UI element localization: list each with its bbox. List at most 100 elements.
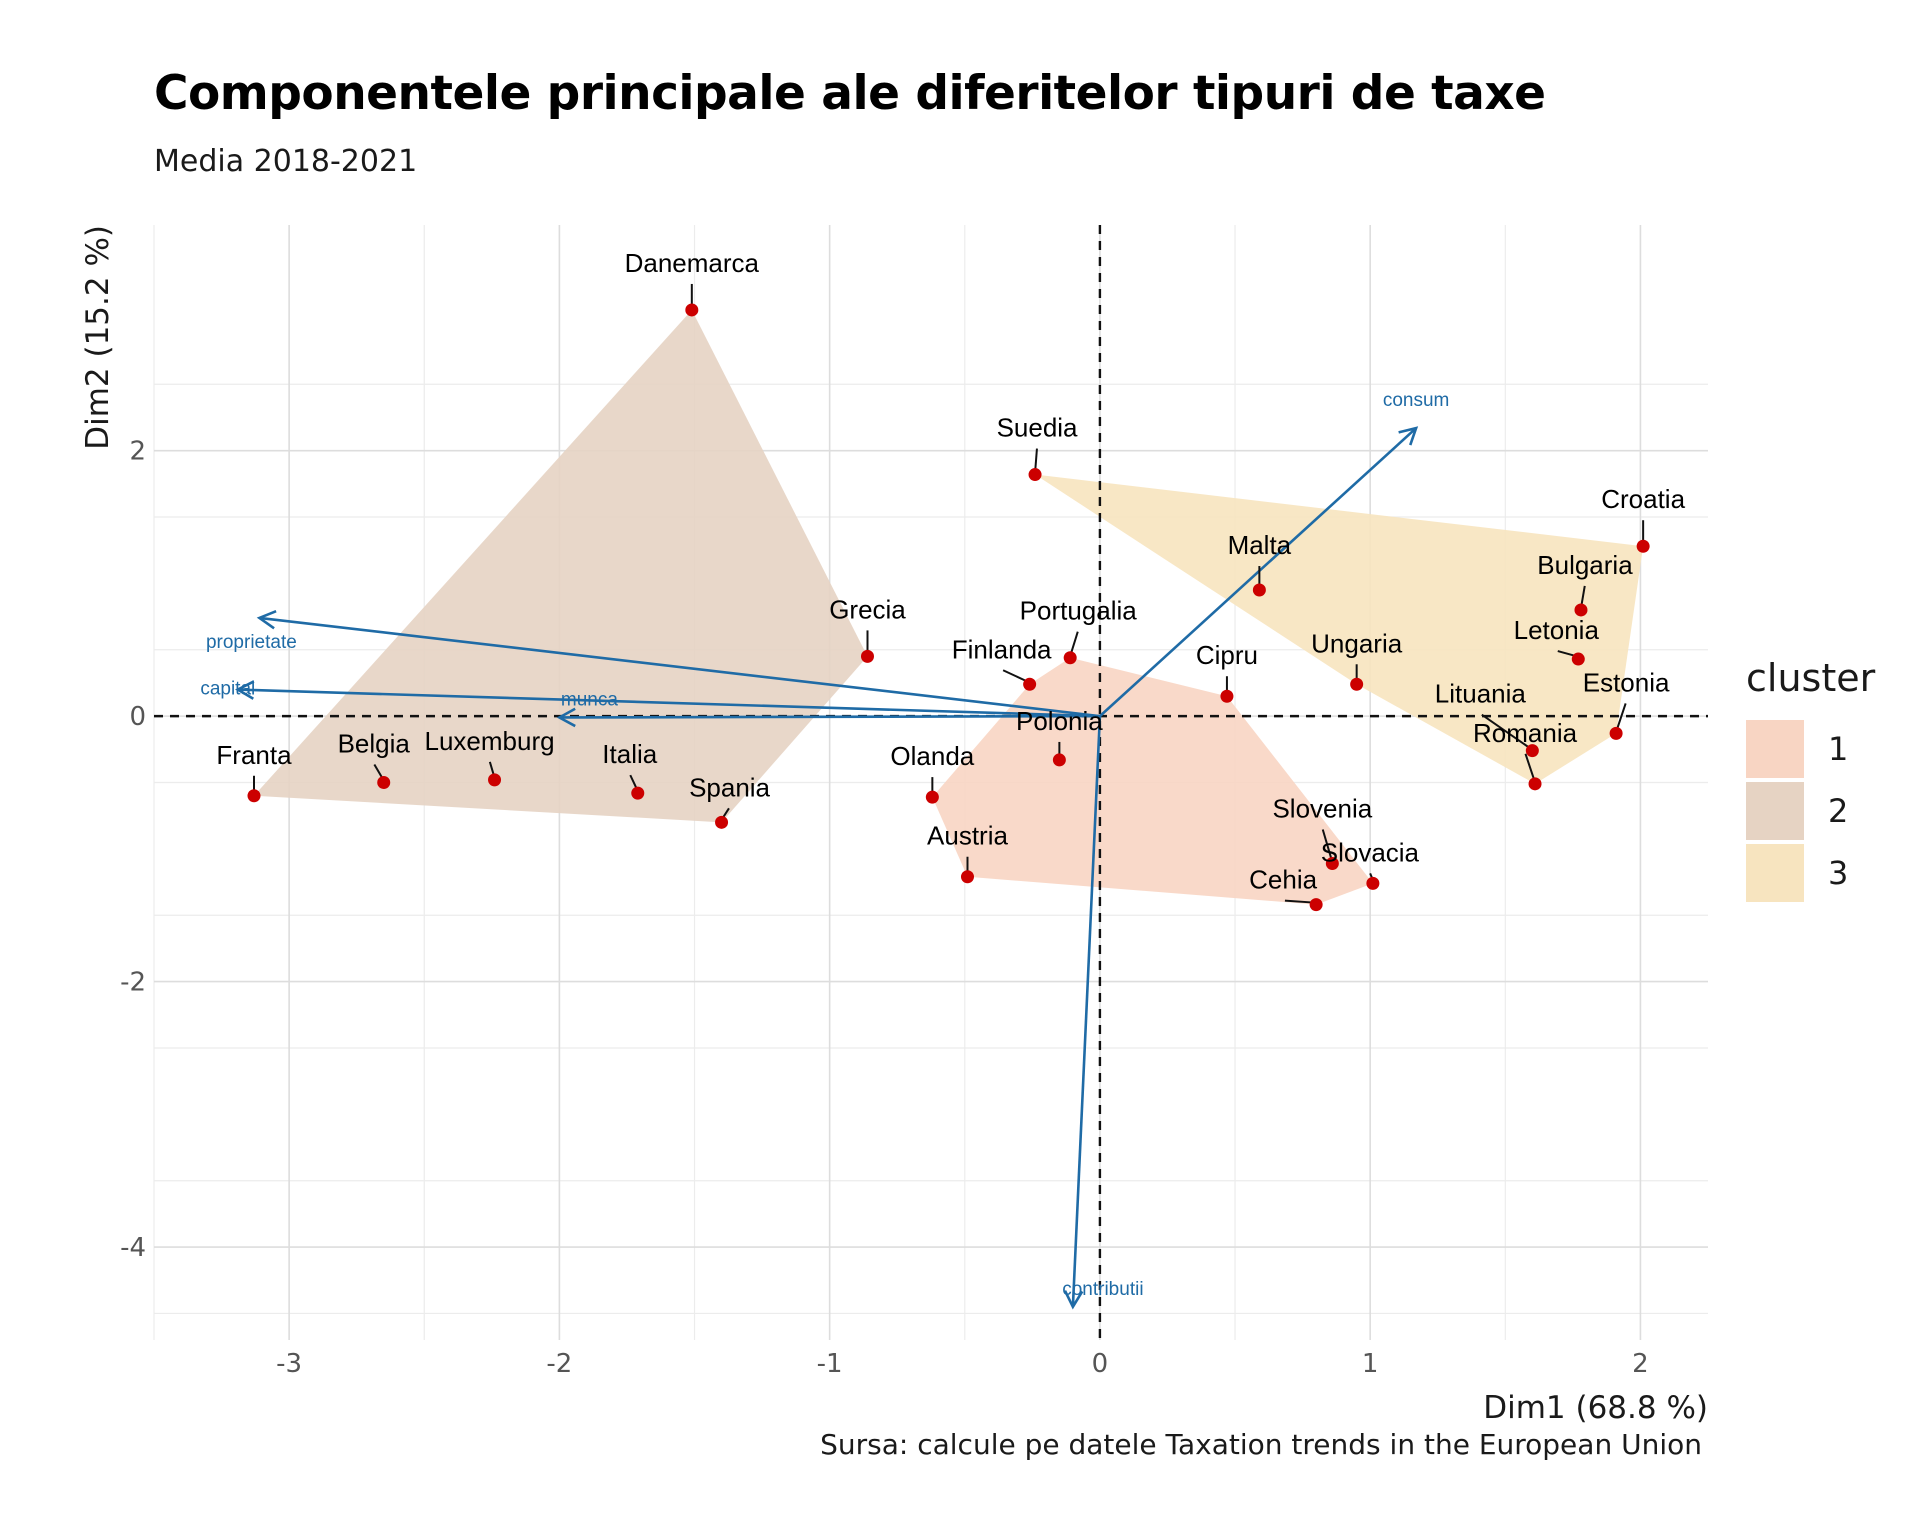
leader-finlanda: [1002, 669, 1027, 682]
point-finlanda: [1023, 677, 1037, 691]
arrowhead-proprietate: [256, 609, 277, 630]
point-letonia: [1571, 652, 1585, 666]
leader-suedia: [1034, 448, 1038, 470]
point-slovacia: [1366, 876, 1380, 890]
point-malta: [1252, 583, 1266, 597]
point-cehia: [1309, 898, 1323, 912]
label-ungaria: Ungaria: [1311, 628, 1403, 658]
arrow-label-proprietate: proprietate: [206, 632, 297, 653]
leader-slovenia: [1321, 829, 1333, 859]
point-ungaria: [1350, 677, 1364, 691]
y-tick-label: -4: [120, 1233, 146, 1263]
label-italia: Italia: [602, 739, 657, 769]
point-austria: [960, 870, 974, 884]
label-suedia: Suedia: [997, 413, 1078, 443]
label-portugalia: Portugalia: [1020, 596, 1138, 626]
x-tick-label: -3: [276, 1349, 302, 1379]
x-tick-label: 2: [1632, 1349, 1649, 1379]
label-olanda: Olanda: [890, 741, 974, 771]
label-malta: Malta: [1228, 530, 1292, 560]
leader-bulgaria: [1580, 585, 1586, 606]
label-estonia: Estonia: [1583, 667, 1670, 697]
leader-cehia: [1284, 899, 1312, 904]
legend-label-2: 2: [1828, 792, 1849, 830]
label-grecia: Grecia: [829, 594, 906, 624]
label-slovacia: Slovacia: [1321, 837, 1420, 867]
label-danemarca: Danemarca: [625, 248, 760, 278]
point-polonia: [1052, 753, 1066, 767]
legend-swatch-2: [1746, 782, 1804, 840]
label-luxemburg: Luxemburg: [424, 726, 554, 756]
point-cipru: [1220, 689, 1234, 703]
x-tick-label: 1: [1362, 1349, 1379, 1379]
x-tick-label: 0: [1092, 1349, 1109, 1379]
point-belgia: [377, 776, 391, 789]
label-croatia: Croatia: [1601, 484, 1685, 514]
label-cipru: Cipru: [1196, 640, 1258, 670]
label-finlanda: Finlanda: [952, 634, 1052, 664]
arrow-munca: [559, 714, 1100, 719]
axis-labels: -3 -2 -1 0 1 2 -4 -2 0 2 Dim1 (68.8 %) Dim2 (15.2 %…: [80, 225, 1708, 1426]
label-bulgaria: Bulgaria: [1537, 550, 1633, 580]
label-franta: Franta: [216, 740, 292, 770]
leader-lituania: [1481, 713, 1530, 749]
point-olanda: [925, 790, 939, 804]
arrowhead-contributii: [1063, 1290, 1084, 1310]
arrowhead-munca: [556, 707, 576, 728]
y-tick-label: -2: [120, 968, 146, 998]
variable-arrows: consum proprietate capital munca contributii: [200, 390, 1450, 1310]
legend-label-3: 3: [1828, 854, 1849, 892]
leader-letonia: [1557, 650, 1575, 657]
label-letonia: Letonia: [1514, 615, 1600, 645]
point-portugalia: [1063, 651, 1077, 665]
leader-portugalia: [1070, 631, 1079, 654]
label-polonia: Polonia: [1016, 706, 1103, 736]
y-axis-title: Dim2 (15.2 %): [80, 225, 116, 450]
leader-luxemburg: [488, 761, 495, 776]
legend-swatch-3: [1746, 844, 1804, 902]
chart-subtitle: Media 2018-2021: [154, 144, 418, 179]
point-bulgaria: [1574, 603, 1588, 617]
arrow-label-munca: munca: [561, 689, 618, 710]
point-luxemburg: [488, 773, 502, 787]
point-danemarca: [685, 303, 699, 317]
leader-belgia: [373, 763, 384, 779]
leader-italia: [629, 774, 638, 789]
arrow-label-capital: capital: [200, 679, 255, 700]
x-tick-label: -1: [817, 1349, 843, 1379]
point-grecia: [860, 649, 874, 663]
cluster-hull-1: [932, 657, 1373, 905]
label-lituania: Lituania: [1435, 679, 1527, 709]
point-lituania: [1525, 744, 1539, 758]
label-cehia: Cehia: [1249, 865, 1317, 895]
y-tick-label: 0: [129, 702, 146, 732]
x-tick-label: -2: [546, 1349, 572, 1379]
label-slovenia: Slovenia: [1272, 793, 1372, 823]
arrowhead-consum: [1398, 426, 1419, 446]
point-romania: [1528, 777, 1542, 791]
y-tick-label: 2: [129, 437, 146, 467]
arrow-label-consum: consum: [1383, 390, 1450, 411]
arrowhead-capital: [235, 680, 255, 700]
legend-swatch-1: [1746, 720, 1804, 778]
point-spania: [715, 815, 729, 829]
leader-estonia: [1616, 703, 1627, 729]
leader-spania: [722, 807, 730, 819]
point-croatia: [1636, 539, 1650, 553]
chart-caption: Sursa: calcule pe datele Taxation trends…: [820, 1428, 1702, 1461]
point-estonia: [1609, 726, 1623, 740]
chart-title: Componentele principale ale diferitelor …: [154, 66, 1546, 121]
x-axis-title: Dim1 (68.8 %): [1483, 1390, 1708, 1426]
arrow-capital: [237, 688, 1100, 718]
legend-label-1: 1: [1828, 730, 1849, 768]
leader-romania: [1524, 753, 1535, 780]
point-italia: [631, 786, 645, 800]
arrow-contributii: [1071, 716, 1102, 1307]
country-points: Danemarca Suedia Croatia Malta Bulgaria Leton…: [216, 248, 1686, 912]
arrow-label-contributii: contributii: [1062, 1279, 1143, 1300]
label-belgia: Belgia: [338, 729, 411, 759]
arrow-consum: [1099, 427, 1417, 718]
label-austria: Austria: [927, 821, 1008, 851]
cluster-hull-3: [1035, 474, 1644, 784]
point-franta: [247, 789, 261, 803]
